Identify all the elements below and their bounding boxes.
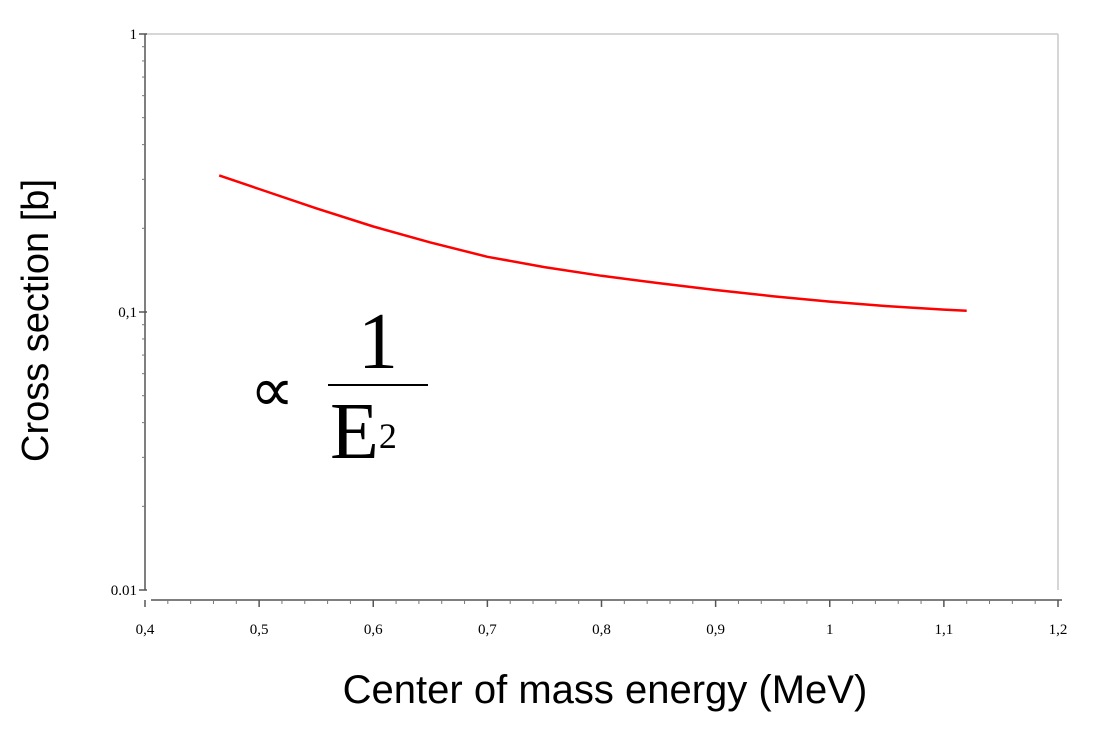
- series-layer: [218, 174, 967, 313]
- proportional-symbol: ∝: [250, 357, 295, 425]
- x-tick-label: 0,5: [250, 622, 269, 638]
- fraction-numerator: 1: [358, 298, 398, 386]
- exponent: 2: [378, 416, 397, 456]
- x-tick-label: 0,7: [478, 622, 497, 638]
- y-tick-label: 1: [130, 27, 138, 43]
- y-tick-label: 0,1: [118, 305, 137, 321]
- y-axis-label-wrap: Cross section [b]: [8, 120, 64, 520]
- x-tick-label: 0,6: [364, 622, 383, 638]
- fraction-denominator: E2: [330, 392, 397, 472]
- fraction: 1 E2: [328, 300, 428, 480]
- series-line: [218, 174, 967, 313]
- x-tick-label: 1,2: [1049, 622, 1068, 638]
- y-tick-label: 0.01: [111, 583, 137, 599]
- x-tick-label: 0,4: [136, 622, 155, 638]
- fraction-bar: [328, 384, 428, 386]
- x-tick-label: 0,9: [706, 622, 725, 638]
- proportionality-annotation: ∝ 1 E2: [240, 300, 440, 490]
- energy-symbol: E: [330, 388, 379, 476]
- y-axis-label: Cross section [b]: [14, 178, 57, 462]
- tick-layer: 0.01 0,1 1 0,4 0,5 0,6 0,7 0,8 0,9 1 1,1 1,2: [111, 27, 1068, 638]
- x-tick-label: 1,1: [935, 622, 954, 638]
- x-axis-label: Center of mass energy (MeV): [342, 668, 868, 712]
- x-tick-label: 0,8: [592, 622, 611, 638]
- x-tick-label: 1: [826, 622, 834, 638]
